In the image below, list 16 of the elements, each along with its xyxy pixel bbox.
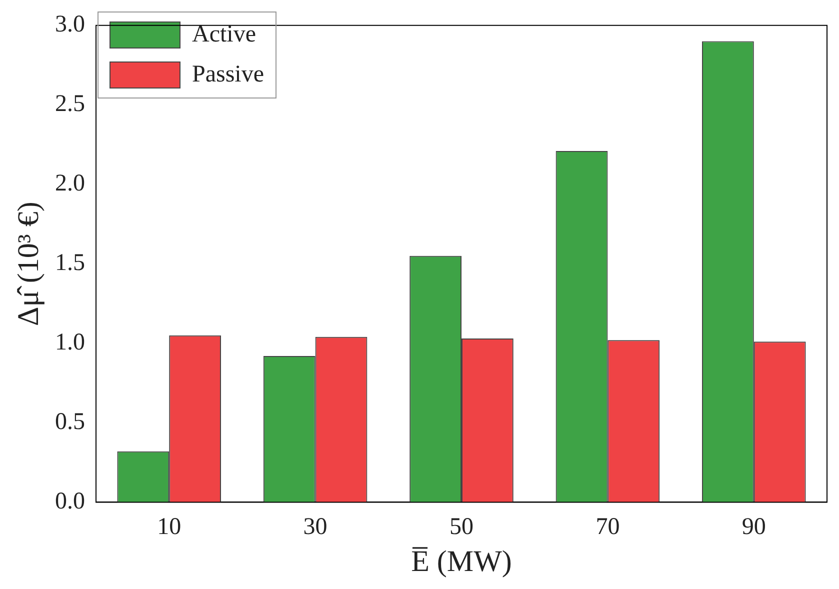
x-tick-label: 50 bbox=[450, 514, 474, 540]
y-axis-title: Δμ̂ (10³ €) bbox=[12, 202, 45, 326]
x-tick-label: 70 bbox=[596, 514, 620, 540]
x-tick-label: 30 bbox=[303, 514, 328, 540]
x-axis-title: E̅ (MW) bbox=[411, 544, 512, 578]
x-tick-label: 10 bbox=[157, 514, 182, 540]
y-tick-label: 1.0 bbox=[55, 330, 85, 356]
legend-label: Active bbox=[192, 21, 256, 48]
y-tick-label: 0.5 bbox=[55, 409, 85, 436]
y-tick-label: 2.0 bbox=[55, 170, 85, 197]
legend-label: Passive bbox=[192, 61, 264, 88]
y-tick-label: 1.5 bbox=[55, 250, 85, 276]
y-tick-label: 2.5 bbox=[55, 91, 85, 118]
x-tick-label: 90 bbox=[742, 514, 766, 540]
y-tick-label: 0.0 bbox=[55, 488, 85, 514]
y-tick-label: 3.0 bbox=[55, 12, 85, 38]
